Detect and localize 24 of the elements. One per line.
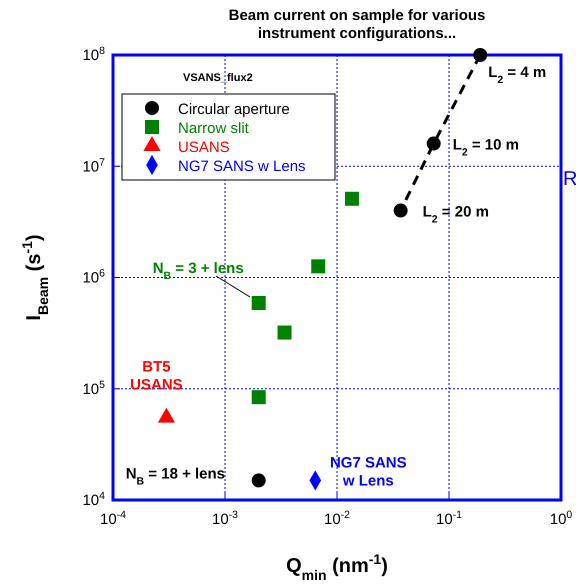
x-tick-label: 10$^{-2}$	[324, 509, 350, 528]
y-tick-label: 10$^{5}$	[82, 378, 106, 398]
annotation: L$_{2}$ = 10 m	[452, 136, 520, 159]
annotation: L$_{2}$ = 20 m	[422, 204, 489, 226]
annotation: NG7 SANS w Lens	[330, 454, 407, 490]
y-tick-label: 10$^{4}$	[82, 490, 106, 509]
x-tick-label: 10$^{0}$	[550, 509, 572, 528]
x-tick-label: 10$^{-1}$	[436, 509, 462, 528]
y-tick-label: 10$^{8}$	[82, 45, 106, 64]
annotation: VSANS_flux2	[183, 72, 253, 84]
legend-label: NG7 SANS w Lens	[178, 158, 306, 175]
annotation: L$_{2}$ = 4 m	[488, 64, 546, 86]
x-tick-label: 10$^{-4}$	[100, 509, 126, 528]
chart-title: Beam current on sample for various instrument configurations...	[228, 7, 486, 42]
legend-label: USANS	[178, 139, 230, 156]
y-tick-label: 10$^{7}$	[82, 156, 106, 176]
annotation: N$_{B}$ = 3 + lens	[152, 260, 244, 282]
legend-label: Narrow slit	[178, 120, 250, 137]
legend-label: Circular aperture	[178, 101, 290, 118]
annotation: N$_{B}$ = 18 + lens	[126, 465, 226, 488]
y-tick-label: 10$^{6}$	[82, 268, 106, 286]
x-axis-title: Q$_{min}$ (nm$^{-1}$)	[286, 551, 388, 583]
x-tick-label: 10$^{-3}$	[212, 509, 238, 528]
annotation: BT5 USANS	[130, 358, 183, 394]
